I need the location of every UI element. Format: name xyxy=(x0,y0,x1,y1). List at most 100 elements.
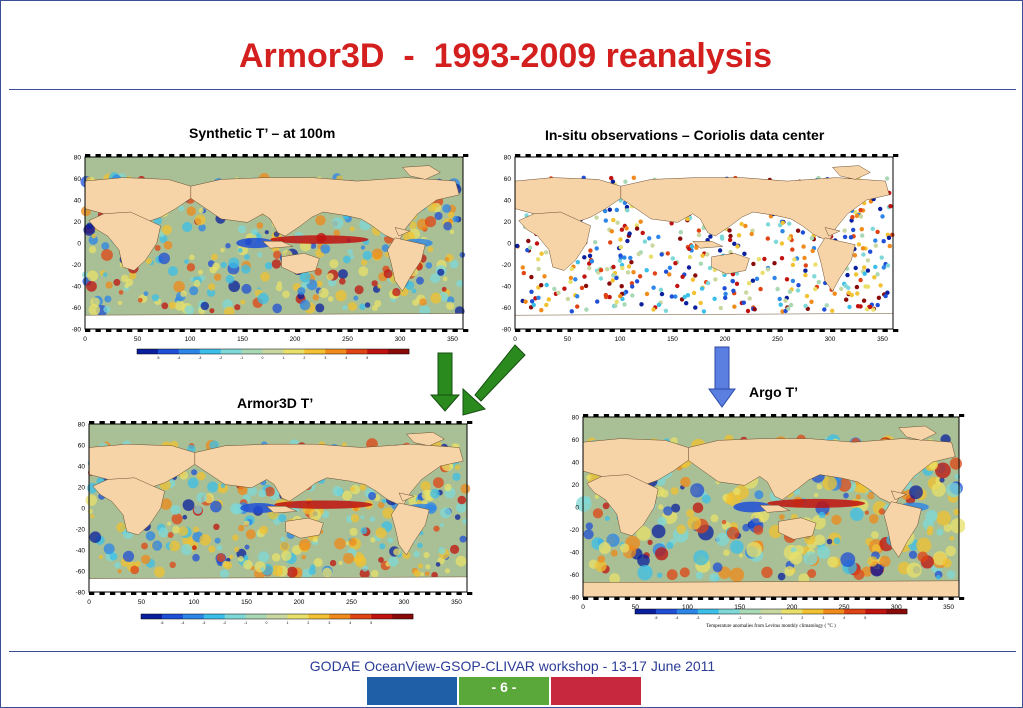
colorbar-tick: 0 xyxy=(266,621,268,625)
colorbar-tick: -2 xyxy=(717,616,720,620)
colorbar-swatch xyxy=(182,614,204,619)
caption-armor3d: Armor3D T’ xyxy=(237,395,314,411)
y-tick-label: -40 xyxy=(76,548,86,555)
y-tick-label: -80 xyxy=(76,590,86,597)
map-armor3d: 80 60 40 20 0 -20 -40 -60 -80 0 50 100 150 200 250 300 3… xyxy=(67,414,477,626)
colorbar-swatch xyxy=(802,609,824,614)
colorbar-label: Temperature anomalies from Levitus month… xyxy=(706,624,836,629)
x-tick-label: 100 xyxy=(682,604,693,611)
x-tick-label: 350 xyxy=(447,336,458,343)
x-tick-label: 250 xyxy=(839,604,850,611)
colorbar-tick: -4 xyxy=(177,356,180,360)
y-tick-label: -20 xyxy=(502,262,512,269)
colorbar-swatch xyxy=(739,609,761,614)
x-tick-label: 200 xyxy=(290,336,301,343)
x-tick-label: 250 xyxy=(346,599,357,606)
colorbar-tick: 1 xyxy=(283,356,285,360)
colorbar-tick: 4 xyxy=(349,621,351,625)
colorbar-tick: 4 xyxy=(843,616,845,620)
y-tick-label: 20 xyxy=(572,482,580,489)
colorbar-swatch xyxy=(161,614,184,619)
green-arrow-diagonal xyxy=(462,344,526,416)
colorbar-swatch xyxy=(157,349,180,354)
colorbar-tick: 5 xyxy=(366,356,368,360)
caption-synthetic: Synthetic T’ – at 100m xyxy=(189,125,336,141)
colorbar-tick: 2 xyxy=(801,616,803,620)
colorbar-swatch xyxy=(823,609,845,614)
y-tick-label: 60 xyxy=(572,437,580,444)
colorbar-swatch xyxy=(367,349,389,354)
colorbar-swatch xyxy=(697,609,719,614)
colorbar-tick: -2 xyxy=(223,621,226,625)
y-tick-label: 60 xyxy=(74,176,82,183)
colorbar-swatch xyxy=(224,614,246,619)
colorbar-swatch xyxy=(245,614,267,619)
y-tick-label: -60 xyxy=(502,305,512,312)
colorbar-swatch xyxy=(635,609,657,614)
y-tick-label: 20 xyxy=(78,485,86,492)
x-tick-label: 50 xyxy=(138,599,146,606)
colorbar-tick: -4 xyxy=(675,616,678,620)
y-tick-label: 80 xyxy=(78,422,86,429)
x-tick-label: 50 xyxy=(564,336,572,343)
green-arrow-down xyxy=(429,352,461,412)
y-tick-label: 0 xyxy=(77,241,81,248)
colorbar: -5 -4 -3 -2 -1 0 1 2 3 4 5 Temperature anomalies fr… xyxy=(634,608,908,629)
x-tick-label: 150 xyxy=(237,336,248,343)
colorbar: -5 -4 -3 -2 -1 0 1 2 3 4 5 xyxy=(136,348,410,360)
x-tick-label: 250 xyxy=(772,336,783,343)
colorbar-swatch xyxy=(329,614,351,619)
y-tick-label: 20 xyxy=(74,219,82,226)
blue-arrow-down xyxy=(708,346,736,408)
colorbar-swatch xyxy=(220,349,242,354)
y-tick-label: -40 xyxy=(72,284,82,291)
x-tick-label: 200 xyxy=(786,604,797,611)
x-tick-label: 150 xyxy=(734,604,745,611)
colorbar-swatch xyxy=(371,614,393,619)
y-tick-label: 60 xyxy=(504,176,512,183)
colorbar-swatch xyxy=(350,614,372,619)
x-tick-label: 300 xyxy=(891,604,902,611)
colorbar-tick: -3 xyxy=(696,616,699,620)
y-tick-label: 20 xyxy=(504,219,512,226)
y-tick-label: -60 xyxy=(76,569,86,576)
colorbar-tick: 2 xyxy=(303,356,305,360)
map-synthetic: 80 60 40 20 0 -20 -40 -60 -80 0 50 100 150 200 250 300 3… xyxy=(63,149,473,361)
colorbar-swatch xyxy=(886,609,908,614)
x-tick-label: 50 xyxy=(134,336,142,343)
y-tick-label: -20 xyxy=(72,262,82,269)
y-tick-label: -60 xyxy=(72,305,82,312)
colorbar-swatch xyxy=(844,609,866,614)
colorbar: -5 -4 -3 -2 -1 0 1 2 3 4 5 xyxy=(140,613,414,625)
y-tick-label: 0 xyxy=(575,505,579,512)
colorbar-swatch xyxy=(760,609,782,614)
footer-bar-green xyxy=(459,677,549,705)
colorbar-tick: 2 xyxy=(307,621,309,625)
colorbar-swatch xyxy=(241,349,263,354)
colorbar-tick: 1 xyxy=(287,621,289,625)
x-tick-label: 100 xyxy=(615,336,626,343)
footer-rule xyxy=(9,651,1016,652)
colorbar-swatch xyxy=(141,614,163,619)
x-tick-label: 200 xyxy=(720,336,731,343)
footer-bar-red xyxy=(551,677,641,705)
colorbar-tick: -1 xyxy=(244,621,247,625)
colorbar-swatch xyxy=(178,349,200,354)
y-tick-label: 80 xyxy=(504,155,512,162)
y-tick-label: 0 xyxy=(81,506,85,513)
colorbar-tick: -3 xyxy=(198,356,201,360)
x-tick-label: 350 xyxy=(943,604,954,611)
colorbar-tick: -4 xyxy=(181,621,184,625)
y-tick-label: -20 xyxy=(76,527,86,534)
colorbar-swatch xyxy=(199,349,221,354)
colorbar-swatch xyxy=(655,609,678,614)
colorbar-tick: 3 xyxy=(328,621,330,625)
x-tick-label: 0 xyxy=(83,336,87,343)
colorbar-swatch xyxy=(137,349,159,354)
colorbar-swatch xyxy=(781,609,803,614)
x-tick-label: 150 xyxy=(241,599,252,606)
colorbar-swatch xyxy=(308,614,330,619)
